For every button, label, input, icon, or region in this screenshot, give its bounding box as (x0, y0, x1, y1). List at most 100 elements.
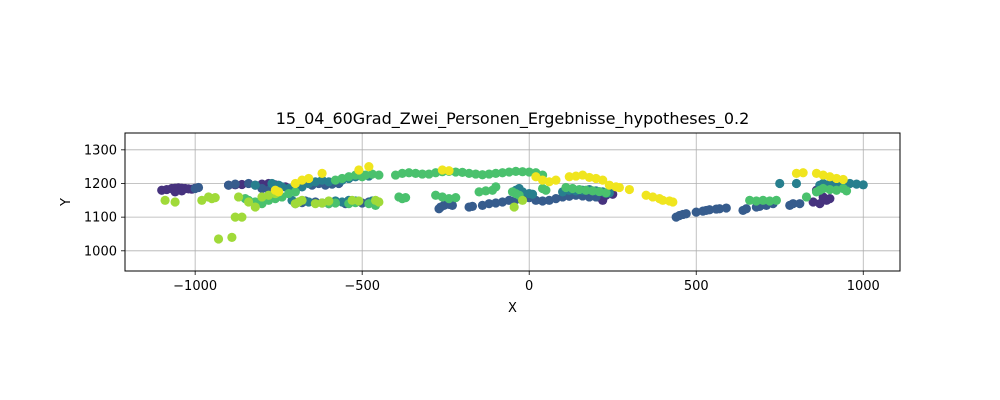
scatter-point (230, 179, 240, 189)
scatter-point (598, 175, 608, 185)
scatter-point (437, 165, 447, 175)
y-tick-label: 1000 (84, 244, 117, 259)
scatter-point (347, 195, 357, 205)
scatter-point (509, 202, 519, 212)
scatter-point (230, 212, 240, 222)
scatter-point (504, 195, 514, 205)
y-tick-label: 1100 (84, 211, 117, 226)
scatter-point (851, 179, 862, 189)
scatter-point (481, 186, 491, 196)
scatter-point (417, 169, 427, 179)
scatter-point (741, 204, 751, 214)
scatter-point (213, 234, 224, 244)
scatter-point (243, 197, 254, 207)
scatter-point (825, 184, 835, 195)
scatter-point (798, 168, 808, 178)
scatter-point (233, 192, 244, 202)
scatter-point (491, 182, 501, 192)
scatter-point (324, 196, 334, 206)
scatter-point (237, 212, 247, 222)
scatter-point (491, 168, 501, 178)
scatter-point (658, 195, 668, 205)
scatter-point (404, 168, 414, 178)
scatter-point (250, 202, 260, 212)
scatter-point (838, 174, 848, 185)
scatter-point (681, 209, 691, 219)
scatter-point (177, 186, 187, 196)
scatter-point (364, 162, 374, 172)
y-axis-label: Y (59, 198, 74, 207)
y-tick-label: 1200 (84, 177, 117, 192)
scatter-point (374, 197, 384, 207)
scatter-point (397, 168, 407, 178)
scatter-point (401, 193, 411, 203)
scatter-point (758, 195, 768, 205)
scatter-point (704, 205, 715, 215)
scatter-point (624, 184, 635, 195)
scatter-point (310, 199, 321, 209)
scatter-point (484, 199, 494, 209)
x-tick-label: −500 (344, 279, 380, 294)
scatter-point (527, 189, 538, 199)
scatter-point (451, 193, 461, 203)
scatter-point (524, 167, 534, 177)
scatter-point (614, 182, 624, 193)
scatter-point (845, 178, 855, 189)
scatter-point (771, 195, 782, 205)
scatter-point (517, 195, 528, 205)
scatter-point (791, 168, 802, 178)
scatter-point (601, 188, 611, 198)
scatter-point (511, 166, 521, 176)
x-tick-label: 500 (684, 279, 709, 294)
scatter-point (354, 165, 364, 175)
scatter-point (788, 199, 798, 209)
chart-title: 15_04_60Grad_Zwei_Personen_Ergebnisse_hy… (276, 109, 750, 129)
scatter-point (193, 182, 204, 193)
scatter-point (808, 197, 818, 207)
scatter-point (160, 195, 170, 205)
scatter-point (444, 166, 454, 176)
scatter-point (290, 187, 300, 197)
scatter-points (157, 162, 868, 244)
scatter-point (668, 197, 678, 207)
scatter-point (304, 173, 314, 184)
scatter-point (721, 203, 731, 213)
scatter-point (504, 167, 514, 177)
scatter-point (858, 180, 868, 190)
scatter-point (411, 168, 421, 178)
scatter-point (537, 196, 548, 206)
scatter-point (745, 195, 755, 205)
scatter-point (477, 170, 488, 180)
scatter-point (464, 168, 474, 178)
scatter-point (317, 168, 327, 178)
scatter-point (497, 168, 508, 178)
scatter-point (374, 170, 384, 180)
x-tick-label: −1000 (173, 279, 217, 294)
scatter-point (801, 192, 812, 202)
scatter-point (517, 167, 528, 177)
scatter-point (775, 178, 785, 189)
scatter-point (574, 184, 584, 195)
scatter-point (795, 199, 805, 209)
scatter-point (581, 185, 591, 195)
scatter-point (227, 232, 237, 242)
scatter-point (765, 196, 775, 206)
y-tick-label: 1300 (84, 143, 117, 158)
x-axis-label: X (508, 301, 517, 316)
scatter-point (484, 169, 494, 179)
scatter-point (354, 196, 364, 206)
scatter-point (564, 172, 574, 182)
scatter-point (751, 196, 761, 206)
scatter-point (541, 185, 551, 195)
scatter-point (588, 186, 598, 196)
x-tick-label: 0 (525, 279, 533, 294)
x-tick-label: 1000 (847, 279, 880, 294)
scatter-point (210, 193, 220, 203)
scatter-point (297, 195, 307, 205)
axis-ticks: −1000 −500 0 500 1000 1000 1100 1200 1300 (84, 143, 880, 294)
scatter-point (551, 175, 561, 185)
scatter-point (841, 186, 852, 196)
scatter-point (715, 204, 725, 214)
plot-frame (124, 132, 901, 272)
